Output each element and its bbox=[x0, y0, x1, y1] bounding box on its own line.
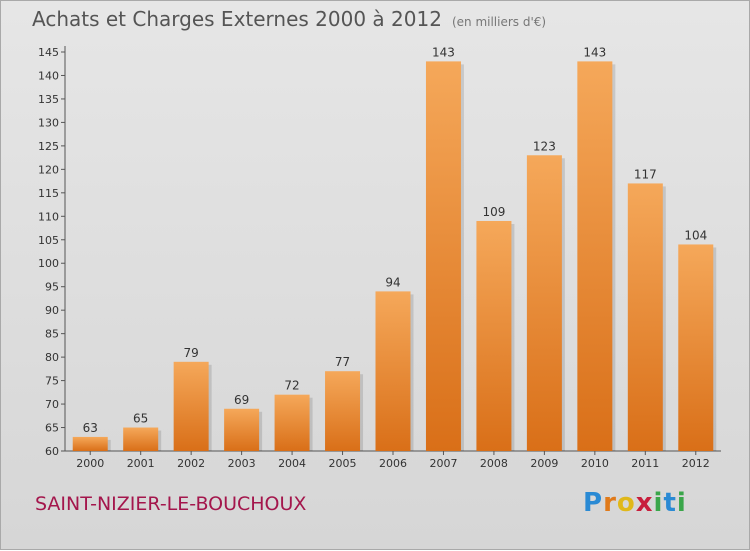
y-tick-label: 135 bbox=[38, 93, 59, 106]
data-label: 143 bbox=[583, 45, 606, 59]
y-tick-label: 95 bbox=[45, 281, 59, 294]
x-tick-label: 2002 bbox=[177, 457, 205, 470]
bar bbox=[173, 361, 209, 451]
logo-letter: P bbox=[583, 488, 604, 518]
data-label: 79 bbox=[184, 346, 199, 360]
y-tick-label: 80 bbox=[45, 351, 59, 364]
data-label: 65 bbox=[133, 412, 148, 426]
data-label: 117 bbox=[634, 167, 657, 181]
y-tick-label: 90 bbox=[45, 304, 59, 317]
proxiti-logo: Proxiti bbox=[583, 488, 687, 518]
data-label: 143 bbox=[432, 45, 455, 59]
y-tick-label: 110 bbox=[38, 210, 59, 223]
bar bbox=[325, 371, 361, 451]
logo-letter: r bbox=[603, 488, 617, 518]
y-tick-label: 75 bbox=[45, 375, 59, 388]
bar bbox=[72, 436, 108, 451]
data-label: 77 bbox=[335, 355, 350, 369]
bar bbox=[274, 394, 310, 451]
logo-letter: i bbox=[676, 488, 687, 518]
logo-letter: i bbox=[653, 488, 664, 518]
x-tick-label: 2009 bbox=[530, 457, 558, 470]
bar bbox=[476, 220, 512, 451]
data-label: 94 bbox=[385, 275, 400, 289]
bar bbox=[123, 427, 159, 451]
y-tick-label: 125 bbox=[38, 140, 59, 153]
chart-title: Achats et Charges Externes 2000 à 2012 (e… bbox=[32, 7, 546, 31]
y-tick-label: 140 bbox=[38, 69, 59, 82]
y-tick-label: 105 bbox=[38, 234, 59, 247]
y-tick-label: 115 bbox=[38, 187, 59, 200]
data-label: 109 bbox=[482, 205, 505, 219]
town-name: SAINT-NIZIER-LE-BOUCHOUX bbox=[35, 493, 307, 515]
bar bbox=[526, 155, 562, 452]
y-tick-label: 145 bbox=[38, 46, 59, 59]
data-label: 69 bbox=[234, 393, 249, 407]
bar bbox=[577, 61, 613, 451]
y-tick-label: 120 bbox=[38, 163, 59, 176]
x-tick-label: 2012 bbox=[682, 457, 710, 470]
bar bbox=[678, 244, 714, 451]
bar bbox=[425, 61, 461, 451]
y-tick-label: 60 bbox=[45, 445, 59, 458]
bar bbox=[627, 183, 663, 451]
chart-title-text: Achats et Charges Externes 2000 à 2012 bbox=[32, 7, 442, 31]
x-tick-label: 2010 bbox=[581, 457, 609, 470]
y-tick-label: 130 bbox=[38, 116, 59, 129]
logo-letter: x bbox=[635, 488, 654, 518]
data-label: 104 bbox=[684, 228, 707, 242]
x-tick-label: 2004 bbox=[278, 457, 306, 470]
bar bbox=[375, 291, 411, 451]
y-tick-label: 70 bbox=[45, 398, 59, 411]
y-tick-label: 85 bbox=[45, 328, 59, 341]
x-tick-label: 2007 bbox=[429, 457, 457, 470]
x-tick-label: 2008 bbox=[480, 457, 508, 470]
y-tick-label: 65 bbox=[45, 422, 59, 435]
x-tick-label: 2001 bbox=[127, 457, 155, 470]
data-label: 123 bbox=[533, 139, 556, 153]
y-tick-label: 100 bbox=[38, 257, 59, 270]
data-label: 72 bbox=[284, 379, 299, 393]
logo-letter: o bbox=[616, 488, 636, 518]
x-tick-label: 2006 bbox=[379, 457, 407, 470]
logo-letter: t bbox=[663, 488, 677, 518]
bar bbox=[224, 408, 260, 451]
x-tick-label: 2003 bbox=[228, 457, 256, 470]
x-tick-label: 2011 bbox=[631, 457, 659, 470]
x-tick-label: 2005 bbox=[329, 457, 357, 470]
x-tick-label: 2000 bbox=[76, 457, 104, 470]
unit-note: (en milliers d'€) bbox=[451, 15, 547, 29]
data-label: 63 bbox=[83, 421, 98, 435]
